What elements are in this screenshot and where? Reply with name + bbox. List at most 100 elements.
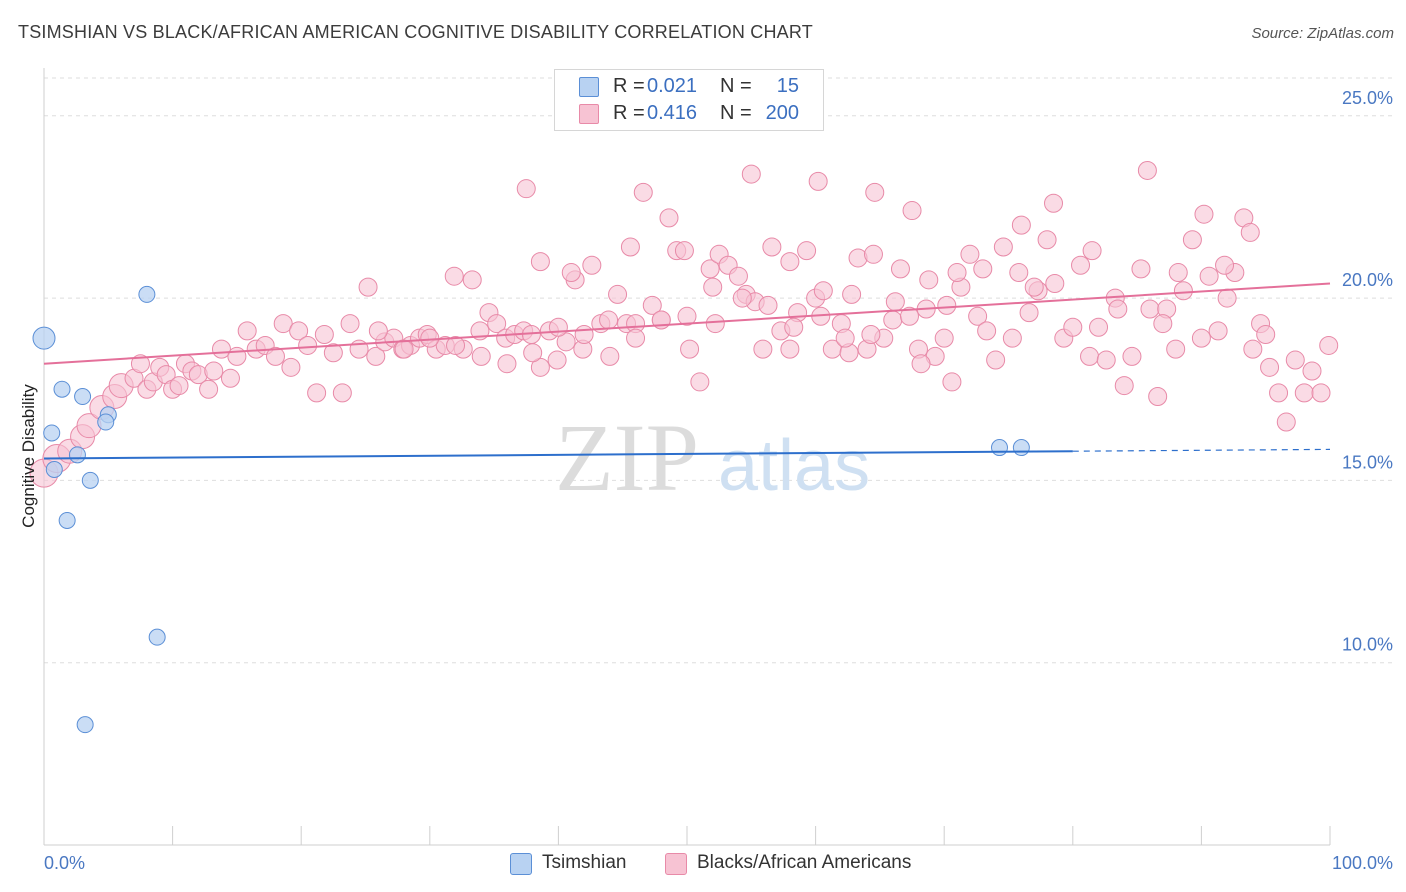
data-point-blacks xyxy=(885,292,905,312)
chart-title: TSIMSHIAN VS BLACK/AFRICAN AMERICAN COGN… xyxy=(18,22,813,42)
data-point-blacks xyxy=(808,171,828,191)
data-point-blacks xyxy=(227,346,247,366)
data-point-blacks xyxy=(582,255,602,275)
data-point-blacks xyxy=(947,263,967,283)
data-point-blacks xyxy=(674,241,694,261)
legend-n-label: N = xyxy=(720,75,752,97)
data-point-blacks xyxy=(487,314,507,334)
data-point-blacks xyxy=(780,339,800,359)
data-point-blacks xyxy=(130,354,150,374)
trend-line-tsimshian xyxy=(43,450,1073,460)
legend-row-tsimshian: R = 0.021 N = 15 xyxy=(555,74,823,100)
data-point-tsimshian xyxy=(138,285,156,303)
legend-r-label: R = xyxy=(613,75,645,97)
legend-r-label: R = xyxy=(613,102,645,124)
data-point-blacks xyxy=(1037,230,1057,250)
data-point-blacks xyxy=(993,237,1013,257)
data-point-blacks xyxy=(1191,328,1211,348)
data-point-blacks xyxy=(1063,317,1083,337)
data-point-blacks xyxy=(1024,277,1044,297)
data-point-blacks xyxy=(1044,193,1064,213)
data-point-blacks xyxy=(797,241,817,261)
data-point-blacks xyxy=(633,182,653,202)
data-point-blacks xyxy=(842,284,862,304)
y-axis-label: Cognitive Disability xyxy=(19,384,38,528)
chart-source: Source: ZipAtlas.com xyxy=(1251,25,1394,42)
data-point-blacks xyxy=(574,325,594,345)
data-point-blacks xyxy=(890,259,910,279)
data-point-blacks xyxy=(1208,321,1228,341)
data-point-blacks xyxy=(813,281,833,301)
data-point-blacks xyxy=(1153,314,1173,334)
data-point-blacks xyxy=(516,179,536,199)
legend-n-value: 15 xyxy=(776,75,799,97)
x-tick-label-min: 0.0% xyxy=(44,853,85,873)
data-point-blacks xyxy=(1182,230,1202,250)
data-point-blacks xyxy=(861,325,881,345)
data-point-blacks xyxy=(863,244,883,264)
x-tick-label-max: 100.0% xyxy=(1332,853,1393,873)
data-point-blacks xyxy=(728,266,748,286)
data-point-blacks xyxy=(600,346,620,366)
data-point-blacks xyxy=(289,321,309,341)
data-point-blacks xyxy=(919,270,939,290)
data-point-tsimshian xyxy=(45,460,63,478)
data-point-blacks xyxy=(314,325,334,345)
data-point-tsimshian xyxy=(76,716,94,734)
data-point-blacks xyxy=(1243,339,1263,359)
data-point-blacks xyxy=(1215,255,1235,275)
data-point-blacks xyxy=(835,328,855,348)
data-point-tsimshian xyxy=(97,413,115,431)
data-point-blacks xyxy=(530,357,550,377)
data-point-blacks xyxy=(977,321,997,341)
data-point-tsimshian xyxy=(68,446,86,464)
data-point-blacks xyxy=(1285,350,1305,370)
data-point-blacks xyxy=(394,339,414,359)
data-point-blacks xyxy=(1276,412,1296,432)
data-point-blacks xyxy=(942,372,962,392)
data-point-blacks xyxy=(1240,222,1260,242)
data-point-blacks xyxy=(265,346,285,366)
data-point-blacks xyxy=(497,354,517,374)
data-point-blacks xyxy=(986,350,1006,370)
data-point-blacks xyxy=(199,379,219,399)
data-point-blacks xyxy=(204,361,224,381)
data-point-blacks xyxy=(626,328,646,348)
data-point-blacks xyxy=(273,314,293,334)
grid-lines xyxy=(44,77,1392,664)
bottom-legend-label: Tsimshian xyxy=(542,852,627,873)
legend-n-label: N = xyxy=(720,102,752,124)
data-point-tsimshian xyxy=(32,326,56,350)
data-point-blacks xyxy=(784,317,804,337)
data-point-blacks xyxy=(1045,273,1065,293)
data-point-blacks xyxy=(548,317,568,337)
data-point-blacks xyxy=(561,263,581,283)
data-point-blacks xyxy=(547,350,567,370)
data-point-blacks xyxy=(608,284,628,304)
data-point-blacks xyxy=(340,314,360,334)
y-tick-label: 10.0% xyxy=(1342,635,1393,655)
data-point-blacks xyxy=(703,277,723,297)
data-point-blacks xyxy=(1199,266,1219,286)
bottom-legend-tsimshian[interactable]: Tsimshian xyxy=(510,852,650,878)
data-point-blacks xyxy=(1071,255,1091,275)
data-point-blacks xyxy=(599,310,619,330)
bottom-legend-swatch-pink xyxy=(665,853,687,875)
watermark-zip: ZIP xyxy=(555,404,699,511)
data-point-blacks xyxy=(281,357,301,377)
watermark: ZIP atlas xyxy=(555,404,870,511)
bottom-legend-swatch-blue xyxy=(510,853,532,875)
data-point-blacks xyxy=(968,306,988,326)
bottom-legend-blacks[interactable]: Blacks/African Americans xyxy=(665,852,945,878)
legend-swatch-pink xyxy=(579,104,599,124)
data-point-blacks xyxy=(848,248,868,268)
data-point-tsimshian xyxy=(81,471,99,489)
data-point-blacks xyxy=(680,339,700,359)
data-point-blacks xyxy=(659,208,679,228)
data-point-tsimshian xyxy=(990,439,1008,457)
trend-line-tsimshian-extension xyxy=(1072,448,1331,452)
data-point-blacks xyxy=(865,182,885,202)
data-point-blacks xyxy=(1108,299,1128,319)
data-point-blacks xyxy=(762,237,782,257)
data-point-blacks xyxy=(323,343,343,363)
